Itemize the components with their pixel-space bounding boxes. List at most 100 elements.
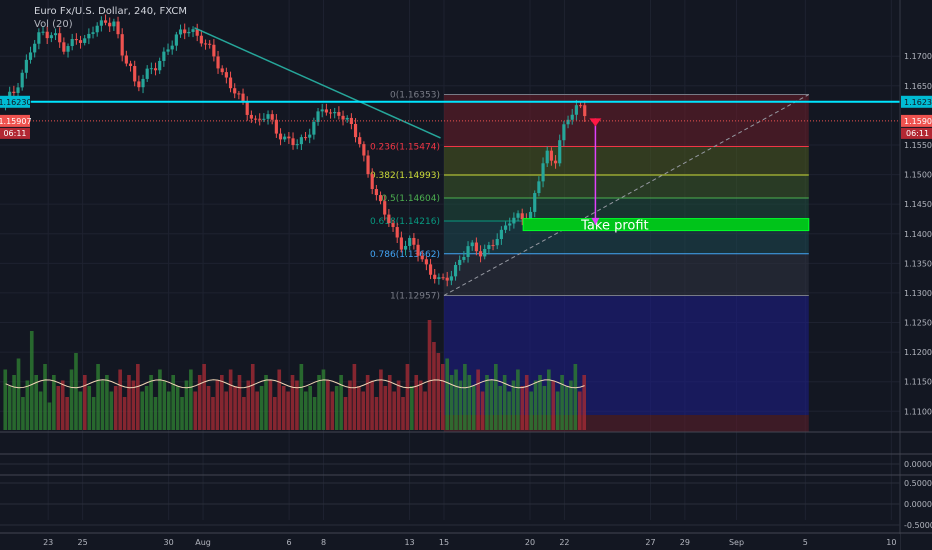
resistance-left-label: 1.16230 [0,98,32,107]
volume-bar [290,375,295,430]
candle-body [578,105,583,107]
drawings[interactable]: 1.16230 1.15907 06:11 Take profit [0,27,900,234]
volume-bar [268,380,273,430]
candle-body [258,118,262,120]
candle-body [537,181,541,194]
price-tick-label: 1.13500 [904,259,932,268]
volume-bar [401,397,405,430]
volume-bar [264,375,268,430]
candle-body [78,40,83,43]
candle-body [399,237,403,250]
volume-bar [463,364,467,430]
candle-body [233,88,237,94]
candle-body [574,105,578,115]
candle-body [49,35,53,39]
volume-bar [533,380,538,430]
date-tick-label: 15 [439,538,449,547]
volume-bar [47,402,52,430]
volume-bar [308,386,313,430]
volume-bar [502,375,507,430]
candle-body [449,276,453,281]
volume-bar [445,358,450,430]
volume-bar [197,375,202,430]
volume-bar [56,386,61,430]
candle-body [91,32,95,34]
candle-body [495,239,499,246]
volume-bar [370,380,374,430]
volume-bar [516,369,520,430]
candle-body [253,118,258,120]
date-tick-label: 25 [78,538,88,547]
volume-bar [38,391,43,430]
candle-body [124,55,128,64]
candle-body [53,33,58,36]
candle-body [383,201,387,215]
volume-bar [140,391,145,430]
date-tick-label: 6 [287,538,292,547]
candle-body [66,46,70,52]
volume-bar [180,397,184,430]
candle-body [308,134,312,138]
candle-body [270,114,274,120]
sub-pane-tick: 0.5000 [904,479,932,488]
candle-body [553,160,558,164]
candle-body [316,111,320,122]
symbol-title[interactable]: Euro Fx/U.S. Dollar, 240, FXCM [34,6,187,17]
candle-body [203,43,208,45]
trend-line [194,27,441,139]
volume-bar [555,391,560,430]
volume-bar [219,375,224,430]
volume-bar [467,375,472,430]
volume-bar [255,391,259,430]
candle-body [558,140,562,164]
volume-bar [573,364,578,430]
candle-body [174,34,178,46]
candle-body [483,248,487,257]
volume-bar [560,375,564,430]
candle-body [403,245,408,250]
candle-body [295,144,299,146]
volume-bar [529,391,533,430]
volume-bar [259,386,264,430]
resistance-left-tag [0,95,30,108]
volume-bar [29,331,34,430]
volume-bar [273,397,277,430]
candle-body [133,66,137,82]
volume-bar [339,375,343,430]
volume-bar [78,391,83,430]
volume-bar [228,369,233,430]
volume-bar [171,375,175,430]
candle-body [137,81,141,88]
price-axis-bg [900,0,932,550]
volume-bar [206,386,211,430]
candle-body [216,56,220,69]
volume-bar [16,358,21,430]
fib-level-label: 0(1.16353) [390,91,440,101]
volume-bar [166,391,171,430]
volume-indicator-label[interactable]: Vol (20) [34,19,73,30]
candle-body [178,29,183,35]
candle-body [508,223,512,226]
candle-body [412,237,416,245]
price-tick-label: 1.15500 [904,141,932,150]
volume-bar [520,386,525,430]
volume-bar [250,364,255,430]
candle-body [441,277,445,279]
countdown-left-label: 06:11 [3,129,26,138]
candle-body [499,229,503,240]
volume-bar [436,353,441,430]
candle-body [8,91,12,100]
price-tick-label: 1.12500 [904,319,932,328]
candle-body [149,68,153,70]
volume-bar [153,397,158,430]
volume-bar [471,386,476,430]
volume-bar [387,375,392,430]
volume-bar [361,391,366,430]
price-tick-label: 1.14500 [904,200,932,209]
price-tick-label: 1.12000 [904,348,932,357]
candle-body [145,68,149,79]
date-tick-label: 27 [645,538,655,547]
volume-bar [158,369,162,430]
sub-pane-tick: -0.5000 [904,521,932,530]
